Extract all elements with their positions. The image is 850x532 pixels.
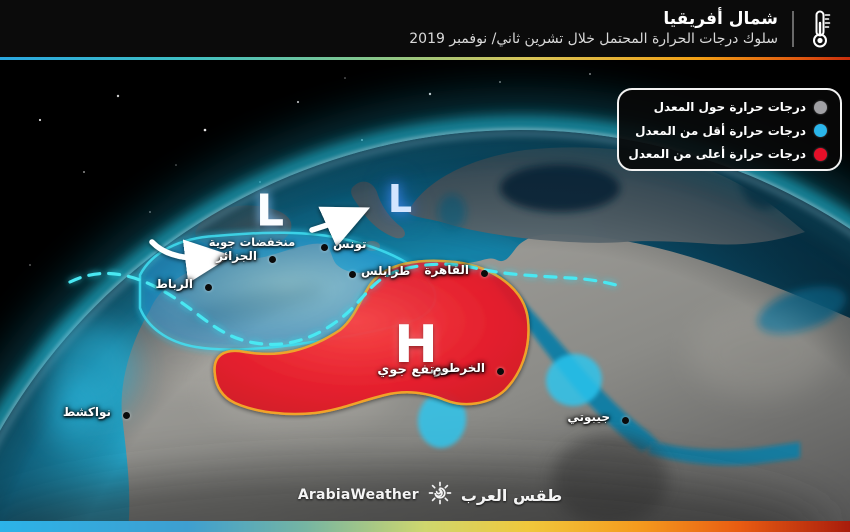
legend-item-above-average: درجات حرارة أعلى من المعدل [628, 147, 827, 161]
brand-name-english: ArabiaWeather [297, 487, 419, 503]
high-pressure-marker: H [394, 315, 438, 375]
low-pressure-marker-west: L [255, 185, 285, 237]
page-subtitle: سلوك درجات الحرارة المحتمل خلال تشرين ثا… [409, 30, 778, 47]
header-gradient-divider [0, 57, 850, 60]
trough-dashed-line [68, 262, 622, 347]
legend-item-around-average: درجات حرارة حول المعدل [629, 100, 827, 114]
sun-logo-icon [428, 481, 452, 509]
city-dot [205, 284, 212, 291]
arabiaweather-watermark: ArabiaWeather طقس العرب [295, 481, 565, 509]
city-dot [622, 417, 629, 424]
wind-arrows [149, 206, 371, 284]
legend-item-below-average: درجات حرارة أقل من المعدل [629, 124, 827, 138]
wind-arrow-east [309, 206, 371, 247]
around-average-swatch [814, 100, 827, 114]
city-dot [269, 256, 276, 263]
brand-name-arabic: طقس العرب [460, 485, 563, 505]
legend: درجات حرارة حول المعدل درجات حرارة أقل م… [617, 88, 842, 171]
header: شمال أفريقيا سلوك درجات الحرارة المحتمل … [0, 0, 850, 57]
header-separator [792, 10, 794, 47]
above-average-region [213, 259, 530, 416]
city-dot [481, 270, 488, 277]
thermometer-icon [808, 9, 832, 49]
city-dot [497, 368, 504, 375]
city-dot [123, 412, 130, 419]
below-average-blobs [417, 353, 602, 448]
city-dot [349, 271, 356, 278]
wind-arrow-west [149, 239, 232, 284]
page-title: شمال أفريقيا [663, 8, 778, 29]
above-average-swatch [814, 147, 827, 161]
north-africa-globe-map: درجات حرارة حول المعدل درجات حرارة أقل م… [0, 60, 850, 532]
high-pressure-label: مرتفع جوي [377, 362, 451, 378]
low-pressure-label: منخفضات جوية [208, 235, 296, 249]
globe-scene [0, 73, 850, 532]
below-average-swatch [814, 124, 827, 137]
city-dot [321, 244, 328, 251]
low-pressure-marker-east: L [387, 177, 413, 221]
temperature-gradient-bar [0, 521, 850, 532]
